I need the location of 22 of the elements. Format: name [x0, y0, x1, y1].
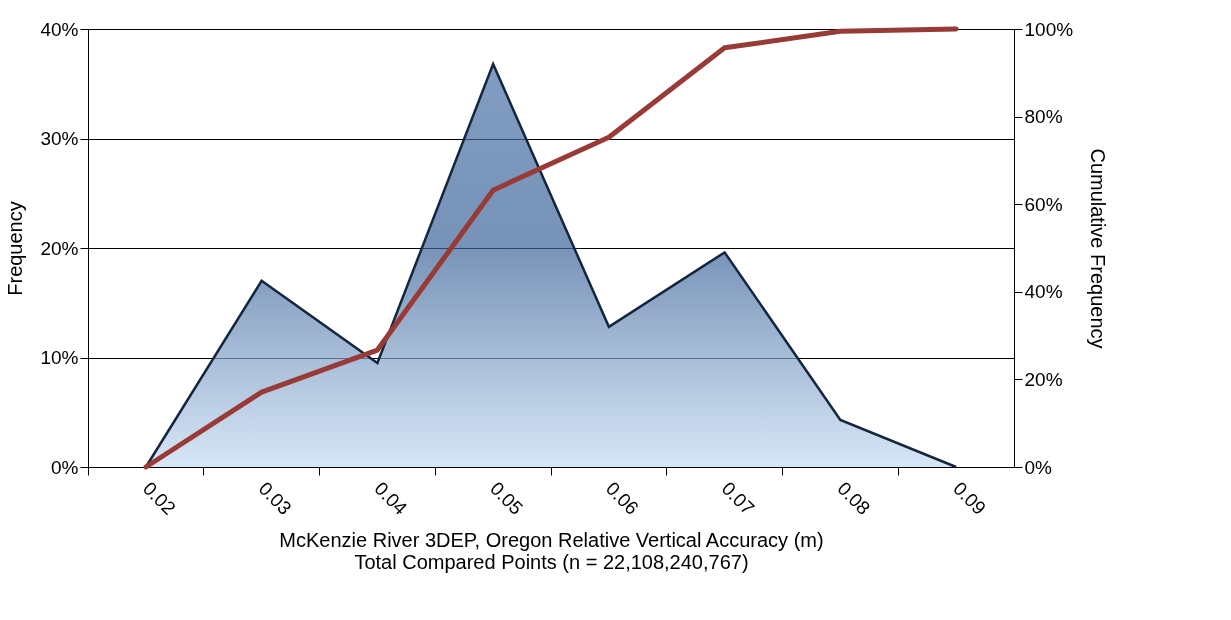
y2-tick-label: 60%	[1024, 193, 1063, 215]
y-tick-label: 10%	[40, 347, 79, 368]
y-tick-label: 0%	[51, 456, 79, 478]
y-tick-label: 40%	[40, 18, 79, 40]
x-tick-label: 0.09	[949, 477, 991, 519]
y-axis-title: Frequency	[4, 201, 27, 296]
x-tick-label: 0.08	[833, 477, 875, 519]
text: Total Compared Points (n = 22,108,240,767)	[354, 550, 749, 573]
x-tick-label: 0.03	[254, 477, 296, 519]
x-tick-label: 0.04	[370, 477, 412, 520]
x-axis-title: McKenzie River 3DEP, Oregon Relative Vertical Accuracy (m)	[279, 528, 824, 551]
y2-tick-label: 0%	[1024, 456, 1053, 478]
y2-axis-title: Cumulative Frequency	[1087, 148, 1110, 349]
y2-tick-label: 100%	[1024, 18, 1074, 40]
y-tick-label: 30%	[40, 128, 79, 149]
x-tick-label: 0.05	[486, 477, 528, 519]
x-tick-label: 0.06	[601, 477, 643, 519]
y-tick-label: 20%	[40, 237, 79, 259]
y2-tick-label: 20%	[1024, 368, 1063, 390]
x-tick-label: 0.07	[717, 477, 759, 519]
y2-tick-label: 40%	[1024, 281, 1063, 303]
y2-tick-label: 80%	[1024, 106, 1063, 128]
